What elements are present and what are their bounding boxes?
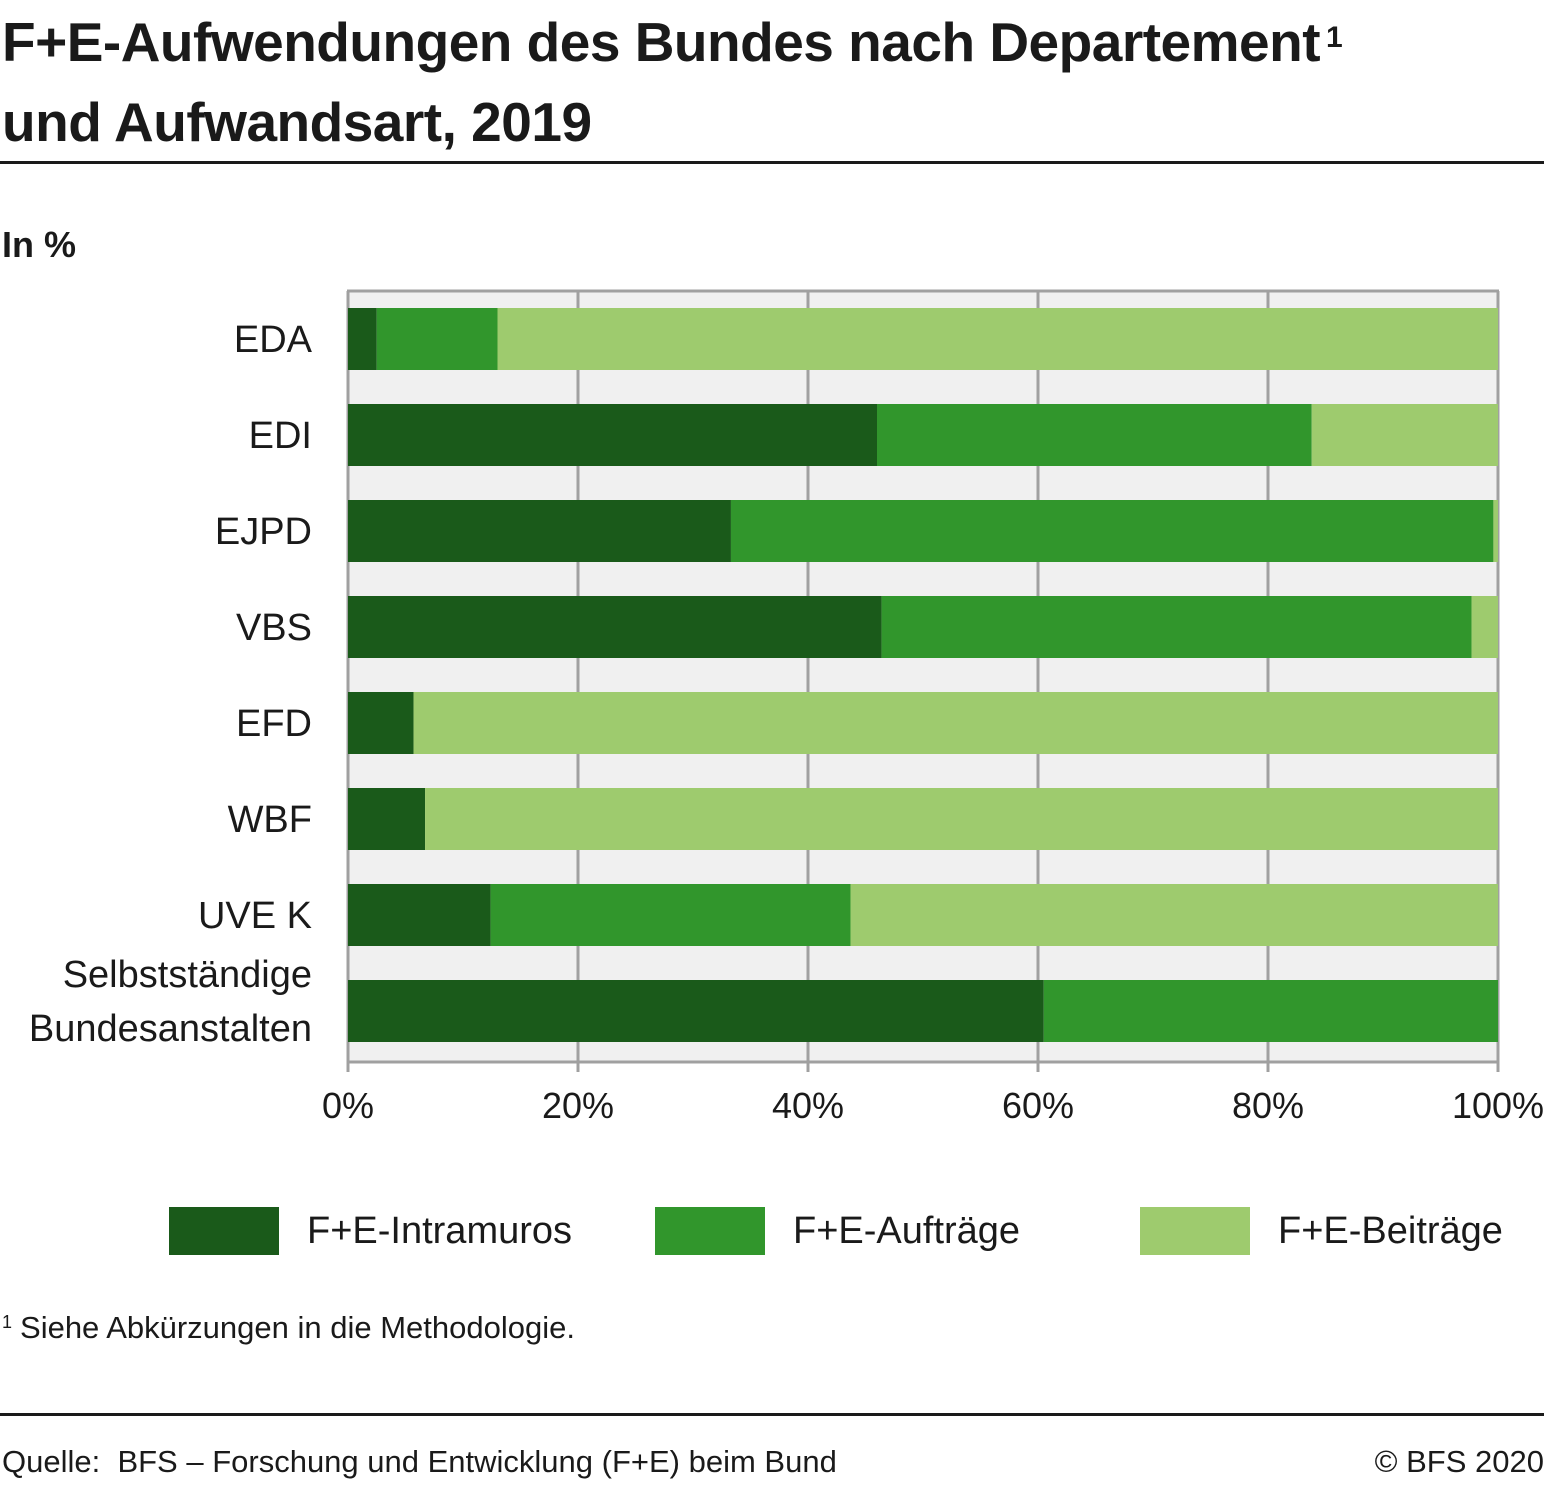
footnote: 1 Siehe Abkürzungen in die Methodologie. [2,1310,575,1346]
bar-beitraege [1471,596,1498,658]
title-divider [0,161,1544,164]
legend-item-intramuros: F+E-Intramuros [169,1207,572,1255]
legend-label-intramuros: F+E-Intramuros [307,1209,573,1252]
title-line-2: und Aufwandsart, 2019 [2,91,592,153]
bar-intramuros [348,596,882,658]
title-footnote-mark: 1 [1326,21,1343,54]
category-label: Bundesanstalten [29,1008,312,1050]
legend-swatch-auftraege [655,1207,765,1255]
bar-auftraege [877,404,1312,466]
legend-swatch-intramuros [169,1207,279,1255]
bar-auftraege [730,500,1494,562]
legend-label-beitraege: F+E-Beiträge [1278,1209,1503,1252]
bar-intramuros [348,788,426,850]
category-label: Selbstständige [63,954,312,996]
category-label: EDI [249,415,312,457]
bar-beitraege [413,692,1498,754]
category-label: VBS [236,607,312,649]
category-label: EDA [234,319,313,361]
bar-beitraege [1311,404,1498,466]
legend-item-auftraege: F+E-Aufträge [655,1207,1020,1255]
bar-beitraege [850,884,1498,946]
footer-divider [0,1413,1544,1416]
source-text: Quelle: BFS – Forschung und Entwicklung … [2,1444,837,1479]
category-label: EJPD [215,511,312,553]
x-tick-label: 20% [542,1085,614,1126]
legend-item-beitraege: F+E-Beiträge [1140,1207,1503,1255]
bar-auftraege [1043,980,1498,1042]
category-label: UVE K [198,895,312,937]
bar-beitraege [1493,500,1498,562]
category-label: WBF [228,799,312,841]
copyright-text: © BFS 2020 [1374,1444,1544,1479]
x-tick-label: 80% [1232,1085,1304,1126]
legend: F+E-Intramuros F+E-Aufträge F+E-Beiträge [0,1207,1549,1257]
title-line-1: F+E-Aufwendungen des Bundes nach Departe… [2,2,1542,82]
bar-intramuros [348,308,377,370]
legend-swatch-beitraege [1140,1207,1250,1255]
category-label: EFD [236,703,312,745]
bar-intramuros [348,692,414,754]
chart-title: F+E-Aufwendungen des Bundes nach Departe… [2,2,1542,162]
footnote-mark: 1 [2,1312,13,1332]
title-text-1: F+E-Aufwendungen des Bundes nach Departe… [2,11,1321,73]
bar-auftraege [376,308,498,370]
bar-intramuros [348,884,491,946]
x-tick-label: 0% [322,1085,374,1126]
x-tick-label: 60% [1002,1085,1074,1126]
bar-beitraege [497,308,1498,370]
bar-intramuros [348,980,1044,1042]
bar-intramuros [348,404,877,466]
legend-label-auftraege: F+E-Aufträge [793,1209,1021,1252]
footnote-text: Siehe Abkürzungen in die Methodologie. [20,1310,575,1345]
unit-label: In % [2,224,77,265]
bar-auftraege [881,596,1472,658]
x-tick-label: 100% [1452,1085,1544,1126]
x-tick-label: 40% [772,1085,844,1126]
bar-auftraege [490,884,851,946]
bar-intramuros [348,500,731,562]
bar-chart: 0% 20% 40% 60% 80% 100% EDA EDI EJPD VBS EFD WBF UVE… [29,289,1544,1126]
bar-beitraege [425,788,1498,850]
